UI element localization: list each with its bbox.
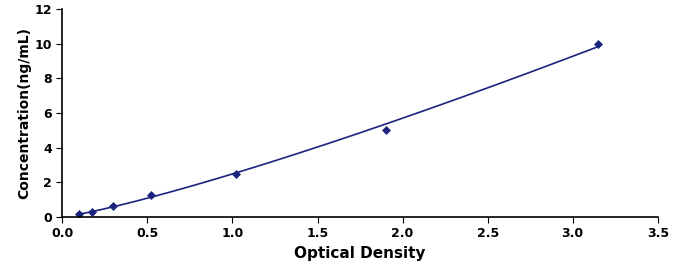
Y-axis label: Concentration(ng/mL): Concentration(ng/mL) [17, 27, 32, 199]
X-axis label: Optical Density: Optical Density [294, 246, 426, 261]
